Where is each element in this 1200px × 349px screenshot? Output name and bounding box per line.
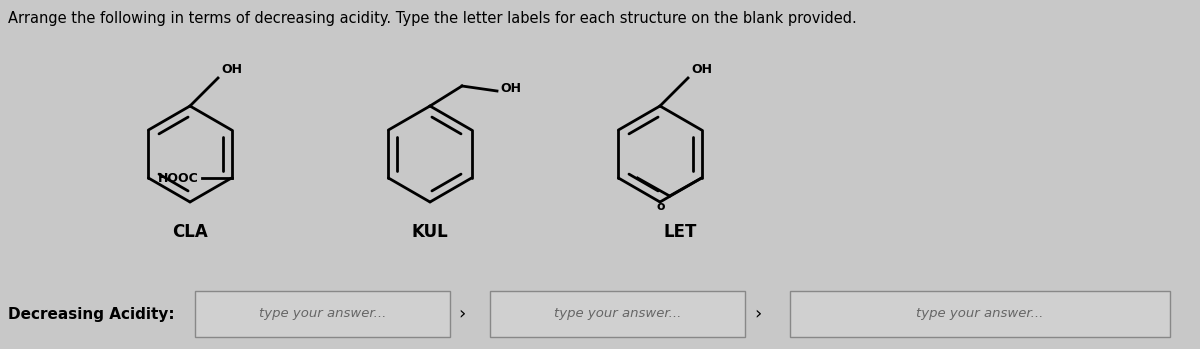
- Text: LET: LET: [664, 223, 697, 241]
- FancyBboxPatch shape: [194, 291, 450, 337]
- Text: type your answer...: type your answer...: [554, 307, 682, 320]
- FancyBboxPatch shape: [490, 291, 745, 337]
- Text: ›: ›: [755, 305, 762, 323]
- Text: ›: ›: [458, 305, 466, 323]
- Text: OH: OH: [691, 63, 712, 76]
- Text: type your answer...: type your answer...: [917, 307, 1044, 320]
- FancyBboxPatch shape: [790, 291, 1170, 337]
- Text: o: o: [656, 200, 665, 213]
- Text: type your answer...: type your answer...: [259, 307, 386, 320]
- Text: CLA: CLA: [172, 223, 208, 241]
- Text: HOOC: HOOC: [158, 171, 198, 185]
- Text: Arrange the following in terms of decreasing acidity. Type the letter labels for: Arrange the following in terms of decrea…: [8, 11, 857, 26]
- Text: OH: OH: [500, 82, 521, 96]
- Text: Decreasing Acidity:: Decreasing Acidity:: [8, 306, 175, 321]
- Text: OH: OH: [221, 63, 242, 76]
- Text: KUL: KUL: [412, 223, 449, 241]
